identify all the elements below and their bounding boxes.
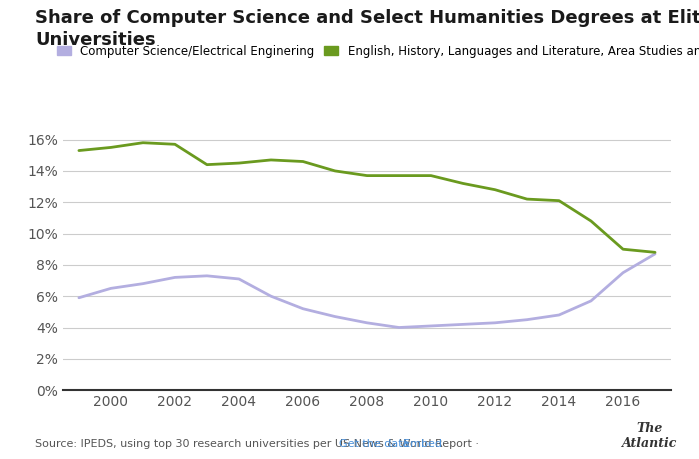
Text: The
Atlantic: The Atlantic <box>622 422 678 450</box>
Text: ·Embed: ·Embed <box>396 439 442 449</box>
Text: Get the data: Get the data <box>339 439 410 449</box>
Legend: Computer Science/Electrical Enginering, English, History, Languages and Literatu: Computer Science/Electrical Enginering, … <box>57 45 699 58</box>
Text: Source: IPEDS, using top 30 research universities per US News & World Report ·: Source: IPEDS, using top 30 research uni… <box>35 439 482 449</box>
Text: Share of Computer Science and Select Humanities Degrees at Elite
Universities: Share of Computer Science and Select Hum… <box>35 9 699 50</box>
